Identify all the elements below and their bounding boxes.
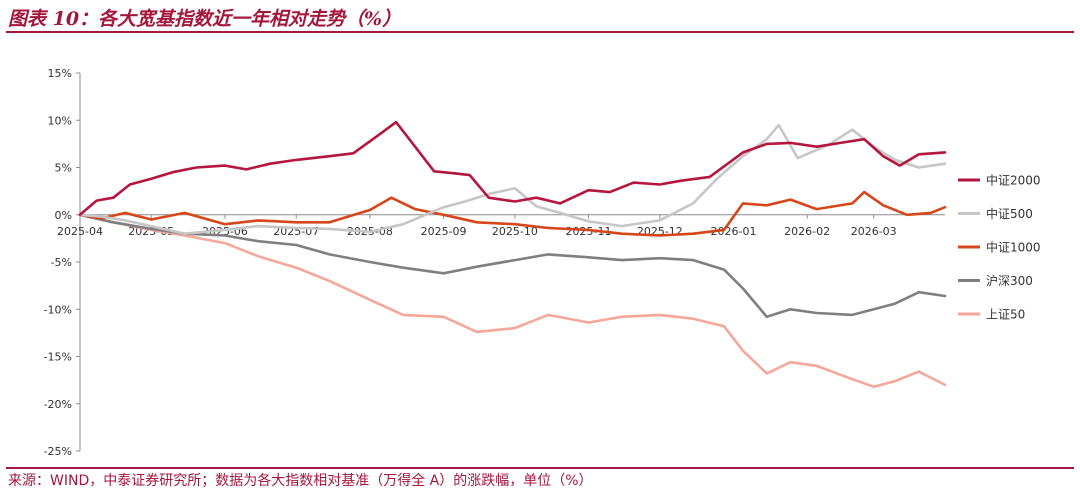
x-tick-label: 2026-01 bbox=[711, 225, 757, 238]
chart-series bbox=[78, 120, 947, 388]
legend-label: 中证2000 bbox=[986, 173, 1041, 188]
x-tick-label: 2025-04 bbox=[57, 225, 103, 238]
series-line bbox=[78, 213, 947, 388]
x-tick-label: 2026-03 bbox=[851, 225, 897, 238]
figure-title: 图表 10：各大宽基指数近一年相对走势（%） bbox=[8, 8, 402, 30]
source-divider bbox=[6, 467, 1074, 469]
y-tick-label: 15% bbox=[48, 67, 72, 80]
x-tick-label: 2026-02 bbox=[784, 225, 830, 238]
y-tick-label: -5% bbox=[51, 256, 72, 269]
series-line bbox=[78, 123, 947, 235]
y-tick-label: -25% bbox=[44, 445, 72, 458]
y-tick-label: 5% bbox=[55, 162, 72, 175]
chart-legend: 中证2000 中证500 中证1000 沪深300 上证50 bbox=[958, 173, 1041, 322]
source-note: 来源：WIND，中泰证券研究所；数据为各大指数相对基准（万得全 A）的涨跌幅，单… bbox=[8, 473, 593, 489]
series-line bbox=[78, 213, 947, 319]
legend-label: 中证1000 bbox=[986, 240, 1041, 255]
x-tick-label: 2025-11 bbox=[566, 225, 612, 238]
y-tick-label: 10% bbox=[48, 114, 72, 127]
legend-label: 沪深300 bbox=[986, 274, 1033, 288]
legend-label: 中证500 bbox=[986, 206, 1033, 221]
y-tick-label: 0% bbox=[55, 209, 72, 222]
title-divider bbox=[6, 31, 1074, 33]
legend-label: 上证50 bbox=[986, 308, 1025, 322]
y-tick-label: -15% bbox=[44, 351, 72, 364]
y-tick-label: -10% bbox=[44, 303, 72, 316]
x-tick-label: 2025-09 bbox=[421, 225, 467, 238]
series-line bbox=[78, 120, 947, 217]
y-tick-label: -20% bbox=[44, 398, 72, 411]
x-tick-label: 2025-10 bbox=[492, 225, 538, 238]
series-line bbox=[78, 190, 947, 237]
